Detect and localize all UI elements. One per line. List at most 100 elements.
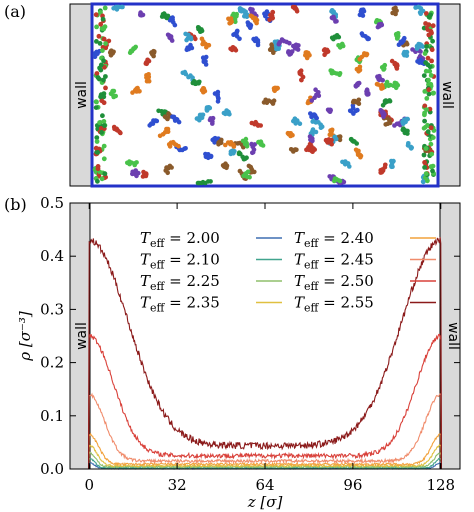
- wall-bead: [94, 71, 100, 76]
- polymer-bead: [134, 160, 139, 165]
- plot-frame: [69, 202, 461, 470]
- x-tick-label: 64: [255, 476, 274, 494]
- polymer-bead: [293, 147, 299, 153]
- x-tick-label: 96: [343, 476, 362, 494]
- wall-bead: [429, 58, 434, 64]
- wall-bead: [423, 68, 429, 74]
- polymer-bead: [310, 119, 316, 124]
- legend-label-2.50: Teff = 2.50: [294, 272, 374, 293]
- polymer-bead: [248, 24, 253, 30]
- wall-right-b-label: wall: [445, 322, 461, 350]
- polymer-bead: [357, 57, 363, 62]
- wall-bead: [99, 176, 105, 182]
- wall-bead: [100, 48, 105, 53]
- polymer-bead: [111, 88, 117, 94]
- wall-bead: [101, 143, 107, 149]
- wall-bead: [425, 55, 431, 61]
- polymer-bead: [212, 91, 218, 96]
- polymer-bead: [313, 129, 319, 135]
- polymer-bead: [186, 46, 191, 52]
- polymer-bead: [245, 169, 251, 175]
- polymer-bead: [374, 81, 380, 87]
- polymer-bead: [183, 146, 188, 151]
- polymer-bead: [212, 140, 217, 145]
- polymer-bead: [356, 80, 362, 86]
- wall-bead: [430, 38, 435, 44]
- polymer-bead: [190, 80, 196, 86]
- wall-bead: [98, 62, 104, 68]
- wall-bead: [95, 178, 100, 184]
- left-wall-b: [70, 203, 90, 469]
- polymer-bead: [395, 31, 401, 36]
- wall-bead: [103, 41, 108, 46]
- wall-left-b-label: wall: [74, 322, 90, 350]
- right-wall-b: [440, 203, 460, 469]
- wall-bead: [99, 130, 104, 135]
- polymer-bead: [381, 114, 386, 119]
- wall-bead: [103, 74, 108, 79]
- polymer-bead: [171, 114, 177, 120]
- polymer-bead: [203, 154, 209, 160]
- wall-bead: [430, 168, 435, 174]
- y-tick-label: 0.2: [40, 354, 64, 372]
- polymer-bead: [199, 28, 205, 34]
- polymer-bead: [297, 121, 303, 126]
- polymer-bead: [313, 87, 318, 92]
- x-axis-label: z [σ]: [247, 493, 283, 511]
- polymer-bead: [330, 9, 336, 15]
- polymer-bead: [377, 22, 383, 27]
- polymer-bead: [166, 111, 171, 116]
- y-tick-label: 0.4: [40, 247, 64, 265]
- polymer-bead: [141, 169, 146, 175]
- polymer-bead: [380, 103, 386, 108]
- polymer-bead: [290, 132, 295, 138]
- polymer-bead: [206, 42, 212, 48]
- series-line-2.55: [83, 236, 447, 470]
- polymer-bead: [237, 36, 242, 42]
- polymer-bead: [356, 97, 362, 103]
- polymer-bead: [176, 143, 181, 149]
- polymer-bead: [408, 146, 414, 151]
- wall-bead: [98, 125, 104, 131]
- polymer-bead: [380, 78, 386, 83]
- polymer-bead: [230, 45, 236, 50]
- polymer-bead: [195, 180, 201, 186]
- polymer-bead: [347, 164, 352, 169]
- legend-label-2.55: Teff = 2.55: [294, 294, 374, 315]
- wall-bead: [431, 90, 436, 96]
- wall-bead: [423, 171, 429, 177]
- polymer-bead: [291, 43, 296, 49]
- wall-bead: [428, 125, 434, 131]
- wall-bead: [426, 77, 431, 83]
- polymer-bead: [418, 49, 423, 54]
- wall-bead: [96, 33, 102, 39]
- wall-bead: [102, 123, 107, 128]
- wall-bead: [429, 151, 435, 157]
- polymer-bead: [392, 123, 397, 128]
- wall-bead: [428, 73, 434, 78]
- wall-bead: [101, 77, 106, 83]
- wall-bead: [423, 146, 429, 151]
- polymer-bead: [128, 48, 134, 54]
- wall-bead: [98, 10, 103, 15]
- density-curves: [83, 236, 447, 471]
- polymer-bead: [231, 12, 237, 17]
- polymer-bead: [130, 90, 135, 95]
- wall-bead: [428, 12, 433, 18]
- polymer-bead: [327, 109, 333, 114]
- wall-bead: [95, 166, 101, 172]
- polymer-bead: [169, 165, 174, 170]
- polymer-bead: [306, 50, 311, 56]
- polymer-bead: [165, 128, 171, 134]
- wall-bead: [422, 160, 427, 165]
- polymer-bead: [111, 49, 116, 55]
- wall-bead: [98, 94, 103, 100]
- polymer-bead: [249, 141, 254, 147]
- polymer-bead: [172, 22, 178, 28]
- x-tick-label: 128: [426, 476, 455, 494]
- wall-bead: [426, 91, 432, 97]
- polymer-bead: [287, 40, 292, 46]
- polymer-bead: [401, 37, 406, 43]
- polymer-bead: [244, 140, 249, 146]
